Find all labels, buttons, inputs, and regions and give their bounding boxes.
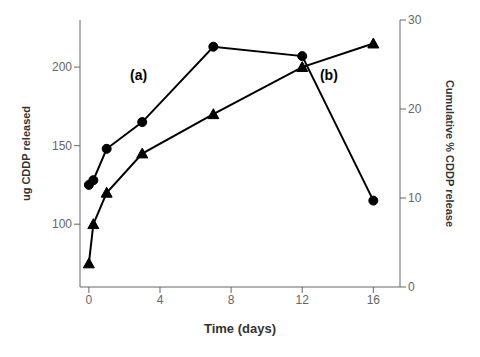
svg-text:0: 0 xyxy=(86,293,93,307)
svg-text:200: 200 xyxy=(52,60,72,74)
svg-text:4: 4 xyxy=(157,293,164,307)
svg-text:30: 30 xyxy=(408,13,422,27)
svg-text:16: 16 xyxy=(367,293,381,307)
svg-text:12: 12 xyxy=(296,293,310,307)
svg-text:0: 0 xyxy=(408,280,415,294)
svg-text:150: 150 xyxy=(52,139,72,153)
svg-text:10: 10 xyxy=(408,191,422,205)
svg-text:20: 20 xyxy=(408,102,422,116)
svg-text:Time (days): Time (days) xyxy=(204,321,276,336)
svg-text:(b): (b) xyxy=(320,67,338,83)
svg-text:ug CDDP released: ug CDDP released xyxy=(20,106,32,201)
svg-text:Cumulative % CDDP release: Cumulative % CDDP release xyxy=(444,80,456,227)
svg-text:8: 8 xyxy=(228,293,235,307)
svg-text:(a): (a) xyxy=(130,67,147,83)
svg-text:100: 100 xyxy=(52,217,72,231)
